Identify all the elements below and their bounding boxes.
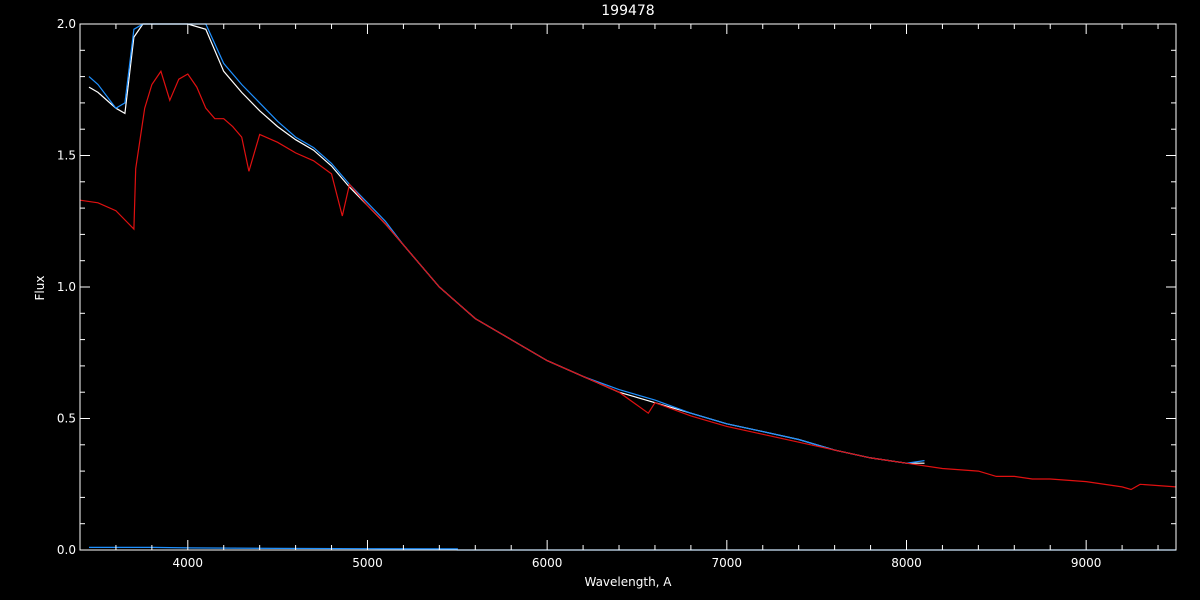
x-tick-label: 5000 — [352, 556, 383, 570]
series-line-1 — [88, 23, 925, 464]
series-line-3 — [79, 69, 1177, 491]
x-axis-label: Wavelength, A — [584, 575, 672, 589]
x-tick-label: 7000 — [712, 556, 743, 570]
plot-frame — [79, 23, 1177, 551]
y-tick-label: 0.5 — [57, 412, 76, 426]
x-tick-label: 8000 — [891, 556, 922, 570]
y-tick-label: 2.0 — [57, 17, 76, 31]
x-tick-label: 9000 — [1071, 556, 1102, 570]
tick-labels-layer: 4000 5000 6000 7000 8000 9000 0.0 0.5 1.0 1.5 2.0 — [57, 17, 1102, 570]
y-axis-label: Flux — [33, 276, 47, 301]
series-layer — [79, 23, 1177, 551]
x-tick-label: 6000 — [532, 556, 563, 570]
y-tick-label: 0.0 — [57, 543, 76, 557]
chart-title: 199478 — [601, 3, 654, 19]
y-tick-label: 1.5 — [57, 149, 76, 163]
y-tick-label: 1.0 — [57, 280, 76, 294]
series-line-2 — [88, 23, 925, 464]
ticks-layer — [79, 23, 1176, 551]
x-tick-label: 4000 — [173, 556, 204, 570]
